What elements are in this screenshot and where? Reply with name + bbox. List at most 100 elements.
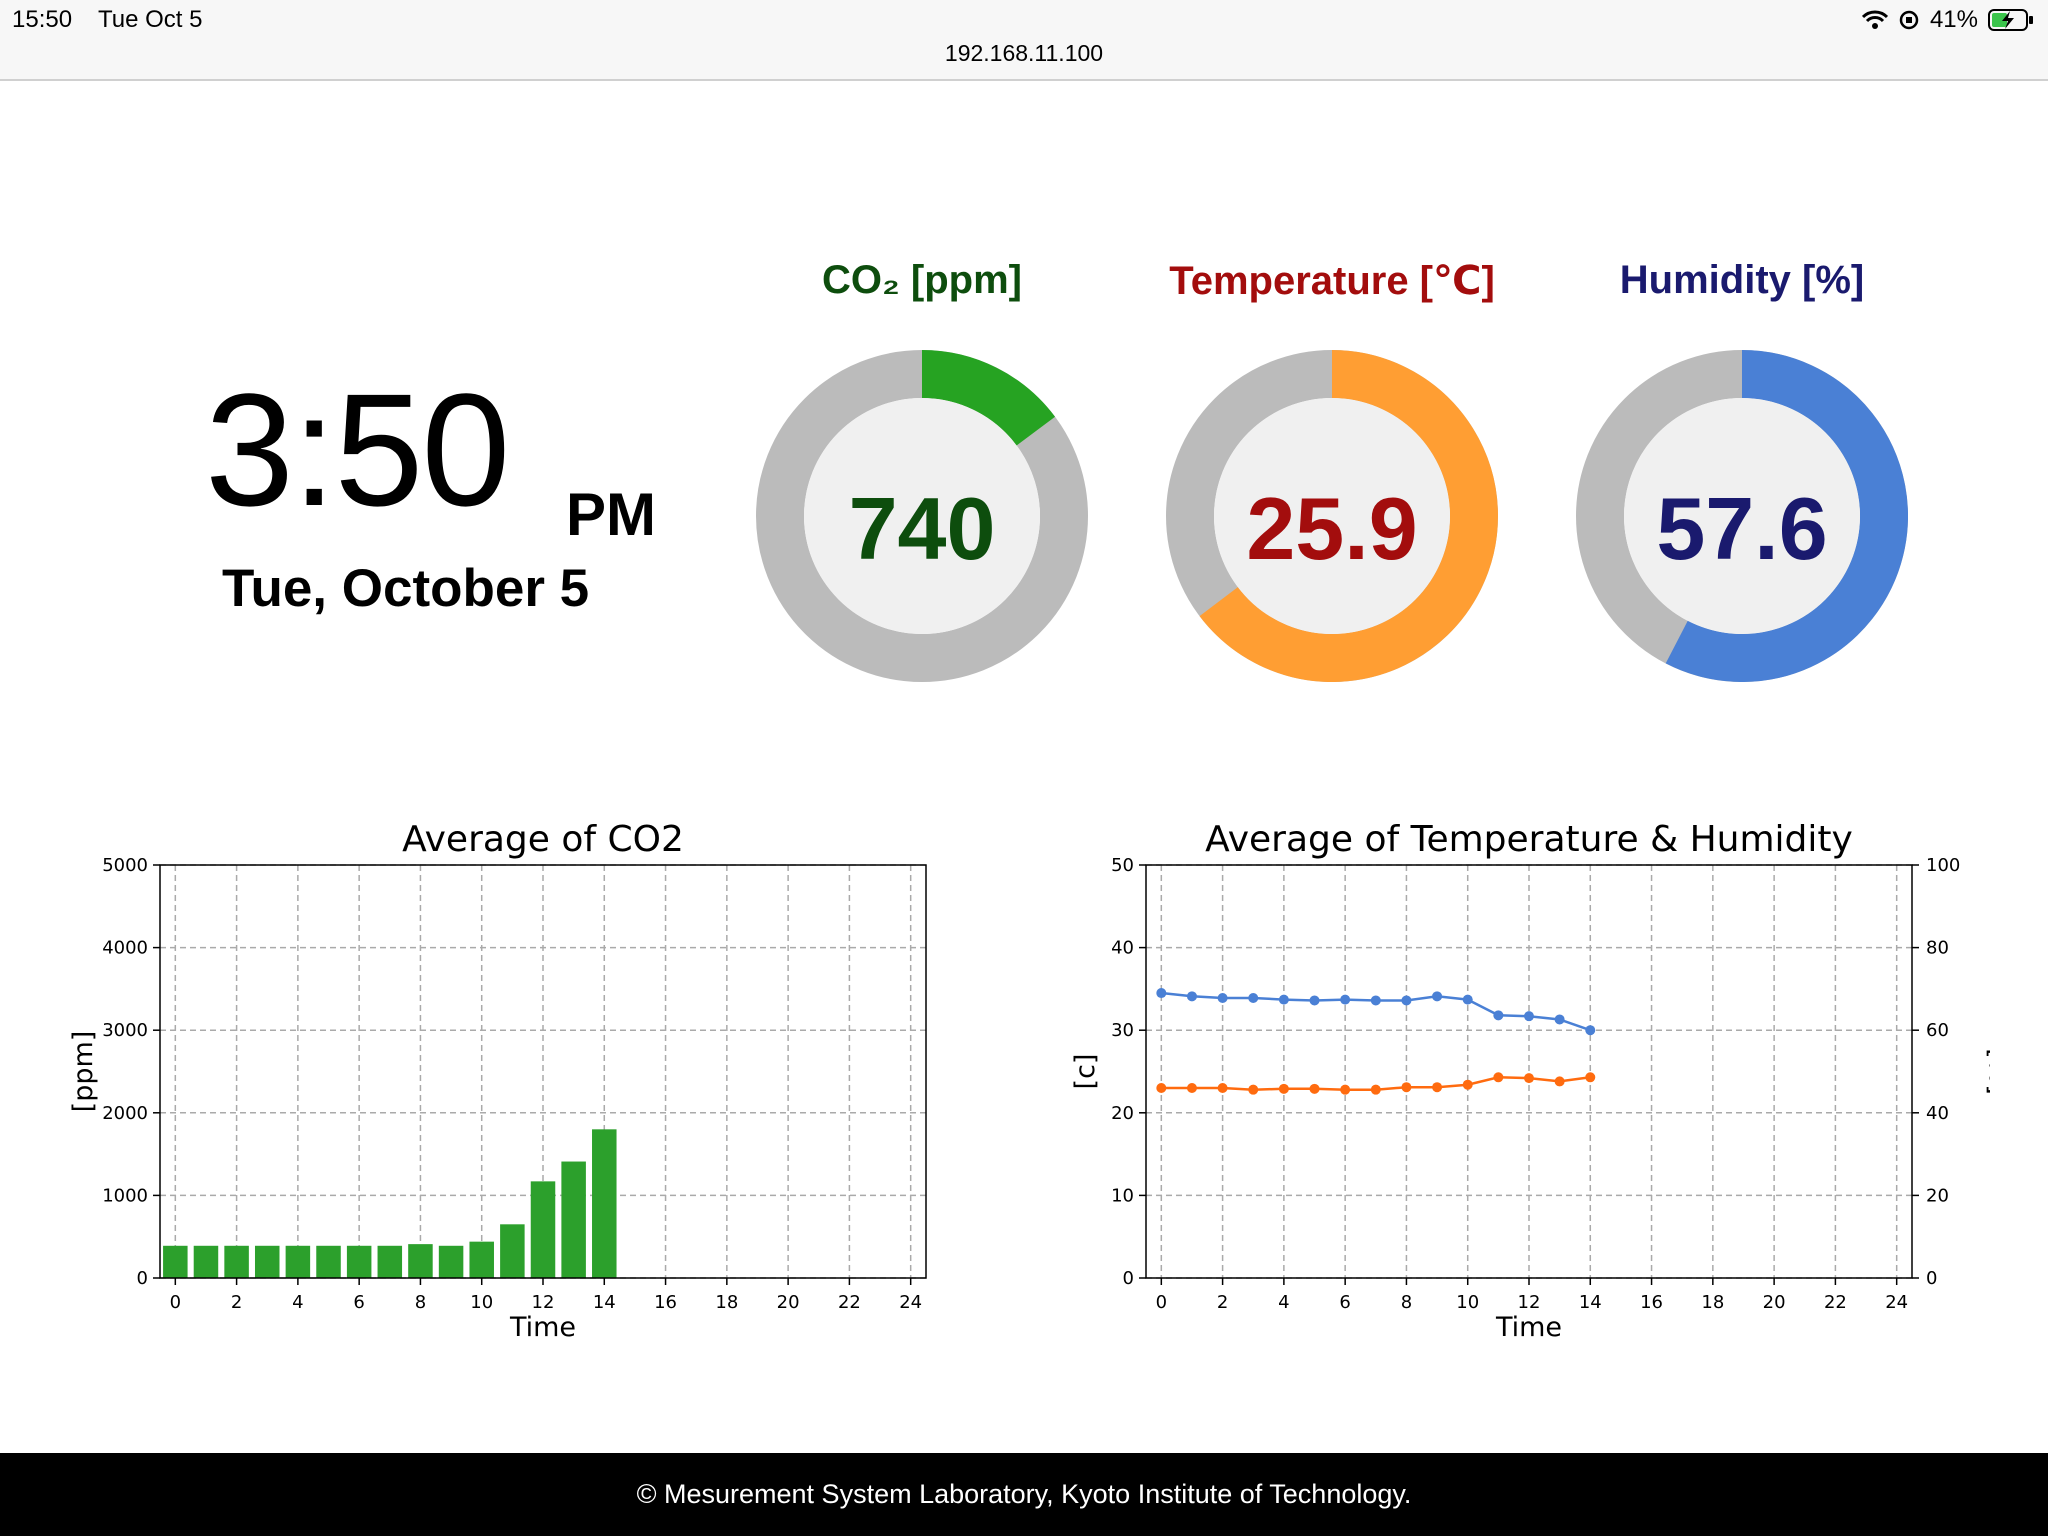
orientation-lock-icon bbox=[1899, 10, 1919, 30]
gauge-arc bbox=[1665, 350, 1908, 682]
temperature-point bbox=[1309, 1083, 1320, 1094]
y-tick-label: 2000 bbox=[102, 1103, 148, 1124]
humidity-point bbox=[1186, 991, 1197, 1002]
humidity-gauge-title: Humidity [%] bbox=[1619, 258, 1865, 302]
gauge-center bbox=[1214, 398, 1450, 634]
co2-bar bbox=[500, 1224, 525, 1278]
x-tick-label: 24 bbox=[1885, 1292, 1908, 1313]
co2-gauge-ring bbox=[756, 350, 1088, 682]
x-tick-label: 14 bbox=[1579, 1292, 1602, 1313]
x-tick-label: 24 bbox=[899, 1292, 922, 1313]
plot-frame bbox=[159, 864, 927, 1279]
plot-frame bbox=[1145, 864, 1913, 1279]
y-axis-label: [c] bbox=[1070, 1054, 1101, 1090]
temperature-point bbox=[1401, 1082, 1412, 1093]
x-tick-label: 2 bbox=[231, 1292, 242, 1313]
humidity-point bbox=[1524, 1011, 1534, 1022]
y-right-tick-label: 40 bbox=[1926, 1103, 1949, 1124]
address-bar[interactable]: 192.168.11.100 bbox=[944, 40, 1104, 66]
humidity-point bbox=[1585, 1025, 1596, 1036]
x-tick-label: 12 bbox=[1518, 1292, 1541, 1313]
y-right-tick-label: 80 bbox=[1926, 938, 1949, 959]
humidity-point bbox=[1309, 995, 1320, 1006]
humidity-point bbox=[1340, 994, 1351, 1005]
co2-bar bbox=[346, 1245, 372, 1278]
status-bar: 15:50 Tue Oct 5 41% 192.168.11.100 bbox=[0, 0, 2048, 81]
gauge-arc bbox=[1199, 350, 1498, 682]
x-tick-label: 4 bbox=[292, 1292, 303, 1313]
status-time: 15:50 bbox=[12, 6, 73, 33]
co2-bar bbox=[592, 1129, 617, 1278]
clock-time: 3:50 bbox=[205, 360, 510, 539]
humidity-point bbox=[1401, 995, 1412, 1006]
temperature-point bbox=[1340, 1084, 1351, 1095]
status-date: Tue Oct 5 bbox=[98, 6, 203, 33]
temperature-point bbox=[1156, 1083, 1167, 1094]
humidity-point bbox=[1462, 994, 1473, 1005]
co2-bar bbox=[163, 1245, 188, 1278]
x-tick-label: 10 bbox=[1456, 1292, 1479, 1313]
temperature-point bbox=[1585, 1072, 1596, 1083]
humidity-point bbox=[1156, 988, 1167, 999]
x-tick-label: 8 bbox=[1401, 1292, 1412, 1313]
x-tick-label: 10 bbox=[470, 1292, 493, 1313]
x-tick-label: 18 bbox=[1701, 1292, 1724, 1313]
footer: © Mesurement System Laboratory, Kyoto In… bbox=[0, 1453, 2048, 1536]
temperature-point bbox=[1370, 1084, 1381, 1095]
temperature-point bbox=[1186, 1083, 1197, 1094]
co2-bar bbox=[316, 1245, 341, 1278]
x-tick-label: 0 bbox=[1156, 1292, 1167, 1313]
gauge-center bbox=[1624, 398, 1860, 634]
humidity-gauge: Humidity [%] 57.6 bbox=[1552, 258, 1932, 698]
temperature-point bbox=[1432, 1082, 1443, 1093]
temperature-point bbox=[1278, 1083, 1289, 1094]
x-tick-label: 14 bbox=[593, 1292, 616, 1313]
temperature-gauge: Temperature [℃] 25.9 bbox=[1142, 258, 1522, 698]
y-tick-label: 30 bbox=[1111, 1020, 1134, 1041]
y-right-axis-label: [%] bbox=[1983, 1048, 1990, 1095]
co2-value: 740 bbox=[848, 479, 996, 578]
co2-bar bbox=[285, 1245, 311, 1278]
co2-bar bbox=[530, 1181, 556, 1278]
temperature-point bbox=[1248, 1084, 1259, 1095]
clock-ampm: PM bbox=[566, 481, 656, 548]
humidity-point bbox=[1278, 994, 1289, 1005]
temperature-point bbox=[1493, 1072, 1504, 1083]
x-tick-label: 16 bbox=[654, 1292, 677, 1313]
co2-gauge: CO₂ [ppm] 740 bbox=[732, 258, 1112, 698]
chart-title: Average of Temperature & Humidity bbox=[1205, 819, 1853, 860]
humidity-point bbox=[1248, 992, 1259, 1003]
x-tick-label: 22 bbox=[838, 1292, 861, 1313]
y-tick-label: 4000 bbox=[102, 938, 148, 959]
y-tick-label: 20 bbox=[1111, 1103, 1134, 1124]
clock-date: Tue, October 5 bbox=[222, 559, 590, 618]
x-tick-label: 18 bbox=[715, 1292, 738, 1313]
humidity-gauge-ring bbox=[1576, 350, 1908, 682]
co2-bar bbox=[193, 1245, 219, 1278]
x-tick-label: 4 bbox=[1278, 1292, 1289, 1313]
co2-gauge-title: CO₂ [ppm] bbox=[822, 258, 1022, 302]
humidity-point bbox=[1432, 991, 1443, 1002]
chart-title: Average of CO2 bbox=[402, 819, 684, 860]
co2-bar bbox=[224, 1245, 249, 1278]
y-right-tick-label: 60 bbox=[1926, 1020, 1949, 1041]
x-tick-label: 22 bbox=[1824, 1292, 1847, 1313]
co2-bar bbox=[254, 1245, 280, 1278]
x-tick-label: 6 bbox=[1339, 1292, 1350, 1313]
temperature-point bbox=[1554, 1076, 1565, 1087]
humidity-point bbox=[1217, 992, 1228, 1003]
x-axis-label: Time bbox=[509, 1312, 576, 1343]
gauge-arc bbox=[921, 350, 1056, 446]
battery-percent: 41% bbox=[1929, 6, 1978, 33]
humidity-value: 57.6 bbox=[1656, 479, 1828, 578]
humidity-point bbox=[1554, 1014, 1565, 1025]
wifi-icon bbox=[1861, 10, 1888, 29]
x-tick-label: 20 bbox=[1763, 1292, 1786, 1313]
y-tick-label: 1000 bbox=[102, 1185, 148, 1206]
temperature-gauge-ring bbox=[1166, 350, 1498, 682]
co2-bar bbox=[438, 1245, 464, 1278]
humidity-point bbox=[1493, 1010, 1504, 1021]
x-tick-label: 0 bbox=[170, 1292, 181, 1313]
y-tick-label: 3000 bbox=[102, 1020, 148, 1041]
gauge-center bbox=[804, 398, 1040, 634]
